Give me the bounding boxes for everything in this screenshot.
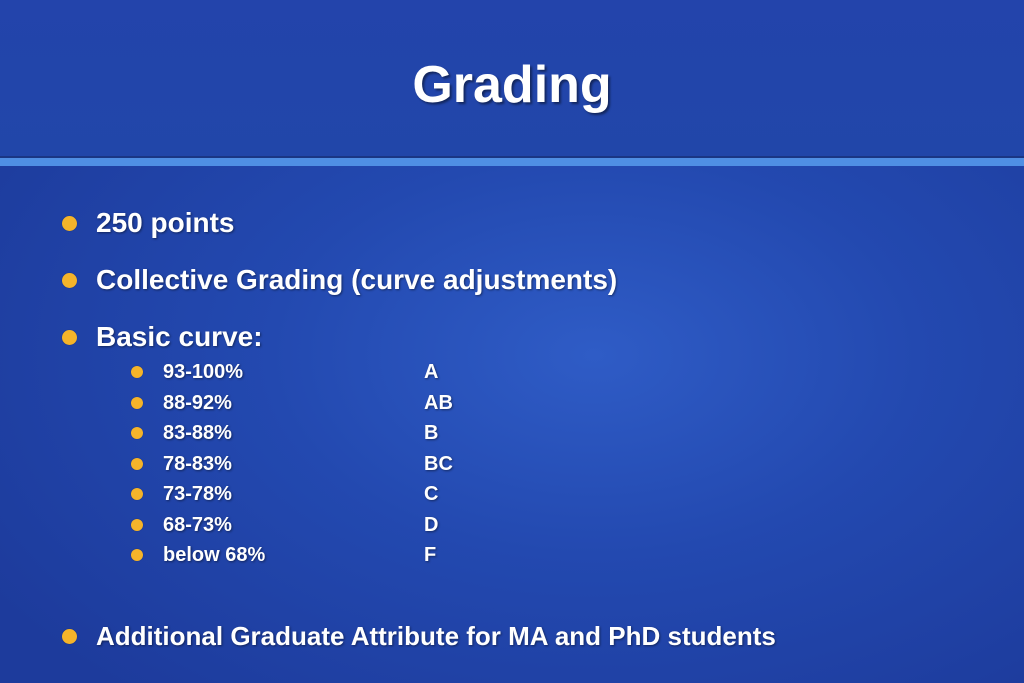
bullet-dot-icon	[62, 628, 77, 644]
slide-title: Grading	[412, 56, 612, 114]
curve-grade: F	[424, 543, 437, 566]
curve-row: 68-73% D	[131, 512, 438, 538]
curve-row: below 68% F	[131, 542, 436, 568]
bullet-basic-curve: Basic curve:	[62, 319, 263, 355]
bullet-dot-icon	[62, 272, 77, 288]
title-band	[0, 0, 1024, 157]
curve-range: below 68%	[163, 543, 266, 566]
bullet-text: 250 points	[96, 207, 235, 238]
bullet-dot-icon	[62, 215, 77, 231]
curve-range: 83-88%	[163, 421, 232, 444]
bullet-text: Basic curve:	[96, 321, 263, 352]
bullet-points: 250 points	[62, 205, 234, 241]
bullet-graduate-attribute: Additional Graduate Attribute for MA and…	[62, 618, 776, 654]
sub-bullet-dot-icon	[131, 519, 143, 531]
curve-row: 88-92% AB	[131, 390, 453, 416]
curve-row: 83-88% B	[131, 420, 438, 446]
bullet-dot-icon	[62, 329, 77, 345]
curve-grade: AB	[424, 391, 453, 414]
bullet-text: Additional Graduate Attribute for MA and…	[96, 620, 776, 651]
curve-range: 78-83%	[163, 452, 232, 475]
curve-range: 73-78%	[163, 482, 232, 505]
sub-bullet-dot-icon	[131, 488, 143, 500]
sub-bullet-dot-icon	[131, 366, 143, 378]
sub-bullet-dot-icon	[131, 427, 143, 439]
title-divider	[0, 158, 1024, 166]
sub-bullet-dot-icon	[131, 397, 143, 409]
curve-row: 93-100% A	[131, 359, 438, 385]
curve-range: 93-100%	[163, 360, 244, 383]
curve-row: 73-78% C	[131, 481, 438, 507]
bullet-text: Collective Grading (curve adjustments)	[96, 264, 618, 295]
bullet-collective-grading: Collective Grading (curve adjustments)	[62, 262, 617, 298]
sub-bullet-dot-icon	[131, 549, 143, 561]
curve-grade: C	[424, 482, 439, 505]
curve-grade: BC	[424, 452, 453, 475]
curve-range: 88-92%	[163, 391, 232, 414]
curve-range: 68-73%	[163, 513, 232, 536]
sub-bullet-dot-icon	[131, 458, 143, 470]
curve-grade: A	[424, 360, 439, 383]
curve-row: 78-83% BC	[131, 451, 453, 477]
curve-grade: B	[424, 421, 439, 444]
curve-grade: D	[424, 513, 439, 536]
divider-shadow	[0, 156, 1024, 158]
